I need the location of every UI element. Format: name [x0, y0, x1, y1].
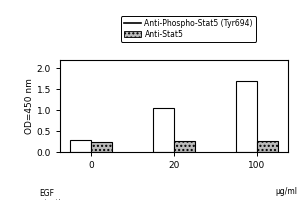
Bar: [174, 141, 195, 152]
Bar: [70, 140, 91, 152]
Bar: [257, 141, 278, 152]
Text: μg/ml: μg/ml: [275, 187, 298, 196]
Bar: [236, 81, 257, 152]
Legend: Anti-Phospho-Stat5 (Tyr694), Anti-Stat5: Anti-Phospho-Stat5 (Tyr694), Anti-Stat5: [121, 16, 256, 42]
Text: EGF
concentrations: EGF concentrations: [18, 189, 75, 200]
Y-axis label: OD=450 nm: OD=450 nm: [25, 78, 34, 134]
Bar: [153, 108, 174, 152]
Bar: [91, 142, 112, 152]
